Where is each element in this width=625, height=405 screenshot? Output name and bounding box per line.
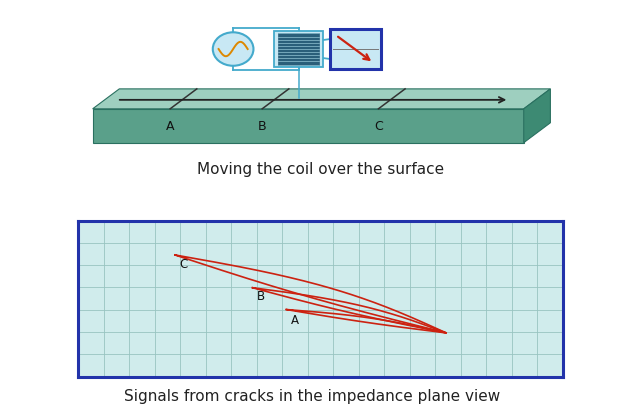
- Text: A: A: [291, 313, 299, 326]
- Text: A: A: [166, 119, 174, 132]
- Bar: [278, 34, 319, 66]
- Text: C: C: [374, 119, 382, 132]
- Text: B: B: [258, 290, 266, 303]
- Bar: [330, 30, 381, 70]
- Polygon shape: [524, 90, 551, 143]
- Polygon shape: [92, 109, 524, 143]
- Bar: [274, 32, 322, 68]
- Polygon shape: [92, 90, 551, 109]
- Circle shape: [213, 33, 254, 66]
- Text: Signals from cracks in the impedance plane view: Signals from cracks in the impedance pla…: [124, 388, 501, 403]
- Text: Moving the coil over the surface: Moving the coil over the surface: [197, 162, 444, 177]
- Text: C: C: [180, 257, 188, 270]
- Text: B: B: [258, 119, 266, 132]
